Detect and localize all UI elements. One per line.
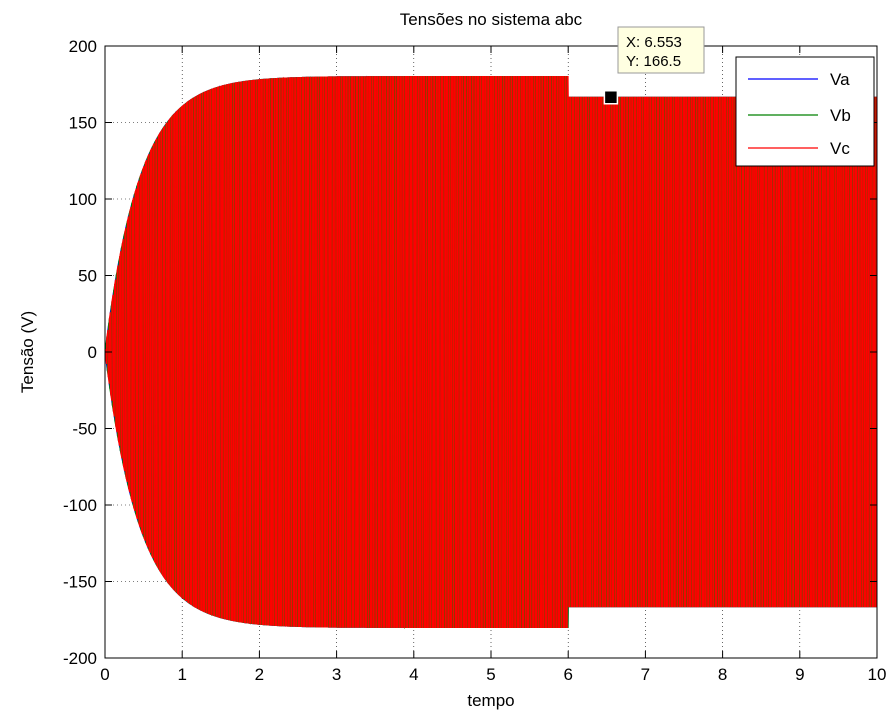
y-tick-label: -200 [63, 649, 97, 668]
y-tick-label: -150 [63, 573, 97, 592]
datatip-y-label: Y: 166.5 [626, 53, 681, 70]
legend: Va Vb Vc [735, 56, 875, 167]
x-tick-label: 5 [486, 665, 495, 684]
chart-title: Tensões no sistema abc [400, 10, 583, 29]
y-tick-label: 50 [78, 267, 97, 286]
tick-labels: 0 1 2 3 4 5 6 7 8 9 10 -200 -150 -100 -50 0 50 100 150 200 [63, 37, 886, 684]
datatip-marker[interactable] [603, 90, 619, 105]
x-tick-label: 7 [641, 665, 650, 684]
legend-label-vb: Vb [830, 106, 851, 125]
x-tick-label: 4 [409, 665, 418, 684]
x-axis-label: tempo [467, 691, 514, 710]
y-axis-label: Tensão (V) [18, 311, 37, 393]
legend-label-vc: Vc [830, 139, 850, 158]
y-tick-label: -100 [63, 496, 97, 515]
x-tick-label: 3 [332, 665, 341, 684]
y-tick-label: 200 [69, 37, 97, 56]
legend-box [735, 56, 875, 167]
x-tick-label: 6 [563, 665, 572, 684]
x-tick-label: 10 [868, 665, 887, 684]
y-tick-label: 0 [88, 343, 97, 362]
x-tick-label: 8 [718, 665, 727, 684]
x-tick-label: 1 [177, 665, 186, 684]
x-tick-label: 2 [255, 665, 264, 684]
y-tick-label: 100 [69, 190, 97, 209]
y-tick-label: 150 [69, 114, 97, 133]
x-tick-label: 0 [100, 665, 109, 684]
datatip-box [617, 26, 705, 74]
datatip-x-label: X: 6.553 [626, 34, 682, 51]
x-tick-label: 9 [795, 665, 804, 684]
legend-label-va: Va [830, 70, 850, 89]
y-tick-label: -50 [72, 420, 97, 439]
datatip[interactable]: X: 6.553 Y: 166.5 [603, 26, 705, 105]
